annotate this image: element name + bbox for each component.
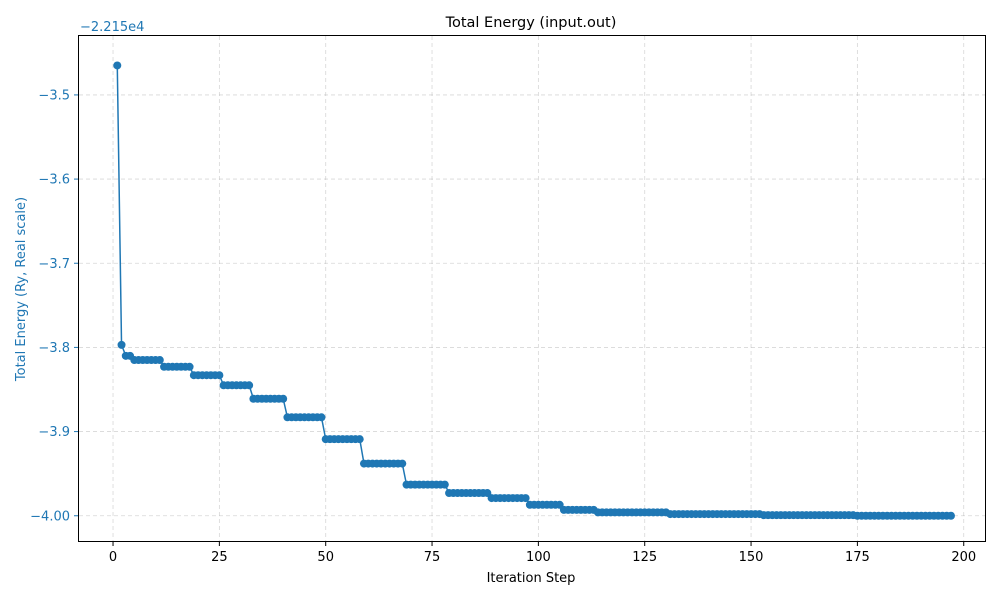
data-point bbox=[245, 381, 254, 390]
data-point bbox=[355, 435, 364, 444]
x-tick-label: 50 bbox=[317, 550, 334, 565]
y-tick-label: −3.7 bbox=[38, 257, 70, 272]
y-tick-label: −3.6 bbox=[38, 173, 70, 188]
grid bbox=[79, 36, 985, 541]
x-tick-label: 175 bbox=[845, 550, 870, 565]
x-tick-label: 75 bbox=[424, 550, 441, 565]
data-point bbox=[155, 356, 164, 365]
plot-frame bbox=[78, 35, 986, 542]
data-point bbox=[946, 511, 955, 520]
x-axis-label: Iteration Step bbox=[487, 571, 576, 586]
data-point bbox=[117, 340, 126, 349]
data-point bbox=[215, 371, 224, 380]
y-tick-label: −3.5 bbox=[38, 88, 70, 103]
x-tick-label: 150 bbox=[739, 550, 764, 565]
y-axis-label: Total Energy (Ry, Real scale) bbox=[14, 197, 29, 382]
series-markers bbox=[113, 61, 955, 520]
x-tick-label: 0 bbox=[109, 550, 117, 565]
x-tick-label: 200 bbox=[951, 550, 976, 565]
x-tick-label: 125 bbox=[632, 550, 657, 565]
data-point bbox=[113, 61, 122, 70]
data-point bbox=[440, 480, 449, 489]
y-tick-label: −3.8 bbox=[38, 341, 70, 356]
data-point bbox=[317, 413, 326, 422]
data-point bbox=[398, 459, 407, 468]
axis-ticks: 0 25 50 75 100 125 150 175 200 −4.00 −3.9 −3.8 −3.7 −… bbox=[30, 88, 976, 565]
y-tick-label: −4.00 bbox=[30, 509, 70, 524]
chart-title: Total Energy (input.out) bbox=[445, 15, 617, 31]
data-point bbox=[279, 394, 288, 403]
y-offset-label: −2.215e4 bbox=[80, 20, 144, 35]
data-point bbox=[521, 494, 530, 503]
x-tick-label: 25 bbox=[211, 550, 228, 565]
x-tick-label: 100 bbox=[526, 550, 551, 565]
data-point bbox=[185, 362, 194, 371]
y-tick-label: −3.9 bbox=[38, 425, 70, 440]
